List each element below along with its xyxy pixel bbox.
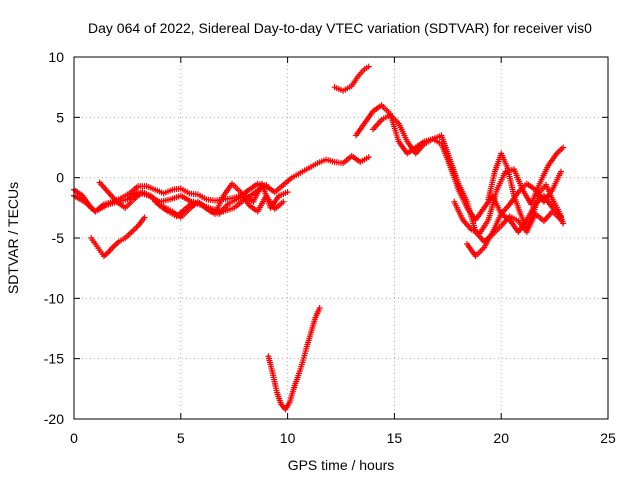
data-point [280,198,287,205]
x-tick-label: 0 [70,430,78,446]
data-point [316,304,323,311]
data-point [284,189,291,196]
x-tick-label: 20 [493,430,509,446]
data-point [560,220,567,227]
data-point [558,168,565,175]
x-axis-label: GPS time / hours [288,457,395,473]
plot-frame [73,56,609,420]
grid-lines [74,57,608,419]
y-axis-label: SDTVAR / TECUs [5,182,21,294]
y-tick-label: -20 [44,411,64,427]
series-track-l [485,150,567,232]
data-point [365,63,372,70]
x-tick-label: 10 [280,430,296,446]
series-track-k [464,192,565,260]
y-tick-label: 10 [48,49,64,65]
series-track-e [88,214,148,260]
series-track-j [451,144,567,237]
y-tick-label: 5 [56,109,64,125]
data-point [263,181,270,188]
y-tick-label: -10 [44,290,64,306]
data-point [560,144,567,151]
data-marks [71,63,567,413]
chart-title: Day 064 of 2022, Sidereal Day-to-day VTE… [88,20,592,36]
x-tick-label: 5 [177,430,185,446]
x-tick-label: 15 [387,430,403,446]
data-point [365,154,372,161]
x-tick-label: 25 [600,430,616,446]
series-track-g [331,63,372,94]
data-point [141,214,148,221]
y-tick-label: -15 [44,351,64,367]
y-tick-label: -5 [52,230,65,246]
y-tick-label: 0 [56,170,64,186]
series-track-c [96,179,291,220]
axis-ticks: 0 5 10 15 20 25 -20 -15 -10 -5 0 5 10 [44,49,616,446]
series-track-d [152,180,287,221]
series-track-f [265,304,323,413]
